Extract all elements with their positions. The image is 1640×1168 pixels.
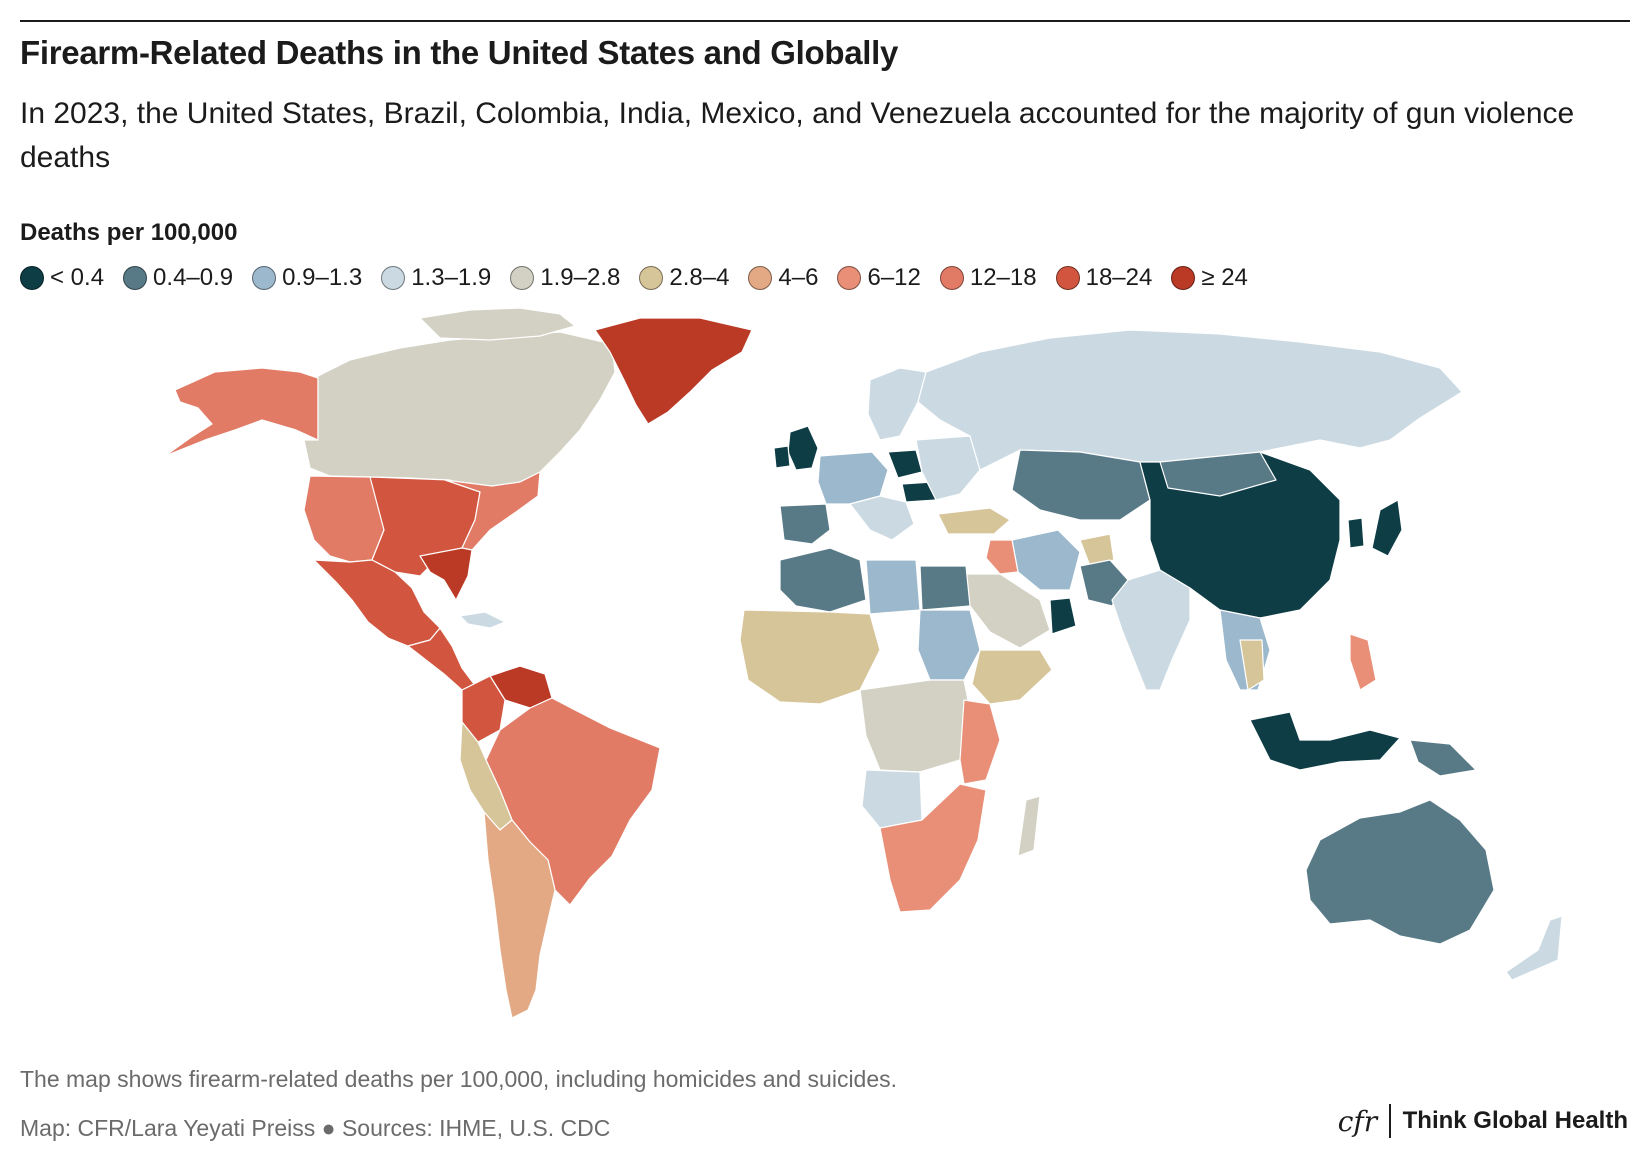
region-mongolia bbox=[1159, 451, 1277, 497]
legend-item: 18–24 bbox=[1055, 264, 1153, 292]
region-central-america bbox=[407, 627, 475, 691]
legend-item: 12–18 bbox=[939, 264, 1037, 292]
region-poland bbox=[887, 449, 923, 479]
region-southern-africa bbox=[879, 783, 987, 913]
region-ireland bbox=[773, 445, 791, 469]
region-indonesia bbox=[1249, 711, 1401, 771]
legend-title: Deaths per 100,000 bbox=[20, 219, 238, 246]
region-iraq bbox=[985, 539, 1019, 575]
region-united-states-southeast bbox=[419, 547, 473, 601]
region-angola bbox=[861, 769, 923, 829]
region-libya bbox=[865, 559, 921, 615]
region-east-africa bbox=[959, 699, 1001, 785]
legend-label: 12–18 bbox=[969, 264, 1037, 291]
top-rule bbox=[20, 20, 1630, 22]
region-madagascar bbox=[1017, 795, 1041, 857]
region-argentina-chile bbox=[483, 811, 556, 1019]
region-horn-of-africa bbox=[971, 649, 1053, 705]
brand-block: cfr Think Global Health bbox=[1338, 1104, 1628, 1138]
region-afghanistan bbox=[1079, 533, 1115, 567]
legend-swatch bbox=[123, 266, 148, 290]
region-canada bbox=[303, 331, 616, 493]
legend-item: < 0.4 bbox=[20, 264, 104, 292]
region-north-africa-west bbox=[779, 547, 867, 613]
region-egypt bbox=[919, 565, 971, 611]
region-china bbox=[1139, 451, 1341, 619]
region-west-africa bbox=[739, 609, 881, 705]
legend-item: 4–6 bbox=[748, 264, 818, 292]
legend: < 0.4 0.4–0.9 0.9–1.3 1.3–1.9 1.9–2.8 2.… bbox=[20, 264, 1267, 292]
region-korea bbox=[1347, 517, 1365, 549]
region-greenland bbox=[594, 317, 753, 425]
region-central-africa bbox=[859, 679, 973, 773]
region-kazakhstan-central-asia bbox=[1011, 449, 1151, 521]
region-alaska bbox=[164, 367, 319, 457]
legend-swatch bbox=[510, 266, 535, 290]
legend-label: < 0.4 bbox=[50, 264, 105, 291]
region-sudan bbox=[917, 609, 981, 681]
legend-item: 2.8–4 bbox=[639, 264, 729, 292]
region-united-states-west bbox=[303, 475, 385, 563]
legend-swatch bbox=[1171, 266, 1196, 290]
legend-label: 18–24 bbox=[1085, 264, 1153, 291]
brand-name: Think Global Health bbox=[1402, 1107, 1628, 1134]
legend-swatch bbox=[639, 266, 664, 290]
region-papua-new-guinea bbox=[1409, 739, 1477, 777]
region-thailand bbox=[1239, 639, 1265, 691]
legend-swatch bbox=[252, 266, 277, 290]
region-japan bbox=[1371, 499, 1403, 557]
region-australia bbox=[1305, 799, 1495, 945]
legend-item: 6–12 bbox=[837, 264, 921, 292]
world-choropleth-map bbox=[164, 307, 1563, 1019]
legend-item: 0.9–1.3 bbox=[252, 264, 362, 292]
region-iran bbox=[1011, 529, 1081, 591]
legend-label: 6–12 bbox=[867, 264, 921, 291]
region-canada-arctic-islands bbox=[419, 307, 576, 341]
region-new-zealand bbox=[1505, 915, 1563, 981]
legend-swatch bbox=[939, 266, 964, 290]
source-credit: Map: CFR/Lara Yeyati Preiss ● Sources: I… bbox=[20, 1115, 611, 1141]
legend-label: 0.9–1.3 bbox=[282, 264, 363, 291]
legend-label: 2.8–4 bbox=[669, 264, 730, 291]
brand-divider bbox=[1389, 1104, 1391, 1138]
cfr-logo: cfr bbox=[1337, 1104, 1378, 1138]
region-turkey bbox=[937, 507, 1011, 535]
region-balkans-italy bbox=[849, 495, 915, 541]
legend-swatch bbox=[20, 266, 44, 290]
map-title: Firearm-Related Deaths in the United Sta… bbox=[20, 34, 899, 71]
region-scandinavia bbox=[867, 367, 927, 441]
legend-swatch bbox=[381, 266, 406, 290]
legend-label: 1.3–1.9 bbox=[411, 264, 492, 291]
map-subtitle: In 2023, the United States, Brazil, Colo… bbox=[20, 97, 1575, 174]
legend-item: ≥ 24 bbox=[1171, 264, 1248, 292]
region-united-kingdom bbox=[787, 425, 819, 471]
legend-item: 0.4–0.9 bbox=[123, 264, 233, 292]
region-iberia bbox=[779, 503, 831, 545]
legend-swatch bbox=[748, 266, 773, 290]
region-oman bbox=[1049, 597, 1077, 635]
region-philippines bbox=[1349, 633, 1377, 691]
region-caribbean bbox=[459, 611, 506, 629]
region-india bbox=[1111, 569, 1191, 691]
region-united-states-east bbox=[444, 471, 541, 551]
legend-label: ≥ 24 bbox=[1201, 264, 1248, 291]
legend-label: 4–6 bbox=[778, 264, 819, 291]
footnote: The map shows firearm-related deaths per… bbox=[20, 1066, 898, 1092]
legend-item: 1.3–1.9 bbox=[381, 264, 491, 292]
legend-swatch bbox=[1055, 266, 1080, 290]
legend-label: 0.4–0.9 bbox=[153, 264, 234, 291]
region-russia bbox=[917, 329, 1463, 471]
legend-label: 1.9–2.8 bbox=[540, 264, 621, 291]
region-saudi-arabia bbox=[959, 573, 1051, 649]
legend-swatch bbox=[837, 266, 862, 290]
legend-item: 1.9–2.8 bbox=[510, 264, 620, 292]
